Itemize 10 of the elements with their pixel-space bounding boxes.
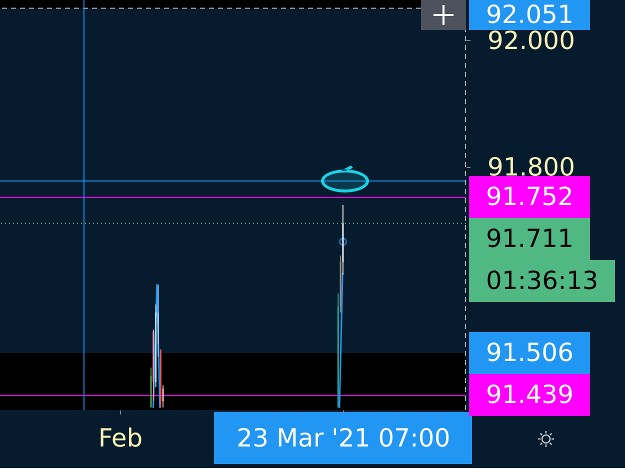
ref-line-label: 91.711 (469, 218, 590, 260)
x-tick-label: 23 Mar '21 07:00 (236, 424, 450, 452)
candlestick (162, 384, 164, 408)
ref-line-label: 91.752 (486, 182, 574, 212)
ref-line-label: 92.051 (469, 0, 590, 30)
y-tick-label: 91.800 (488, 152, 575, 182)
ref-line-label: 91.439 (469, 374, 590, 416)
text: 01:36:13 (469, 260, 616, 302)
x-tick-label: Feb (98, 424, 143, 452)
band-label: 91.506 (469, 332, 590, 374)
